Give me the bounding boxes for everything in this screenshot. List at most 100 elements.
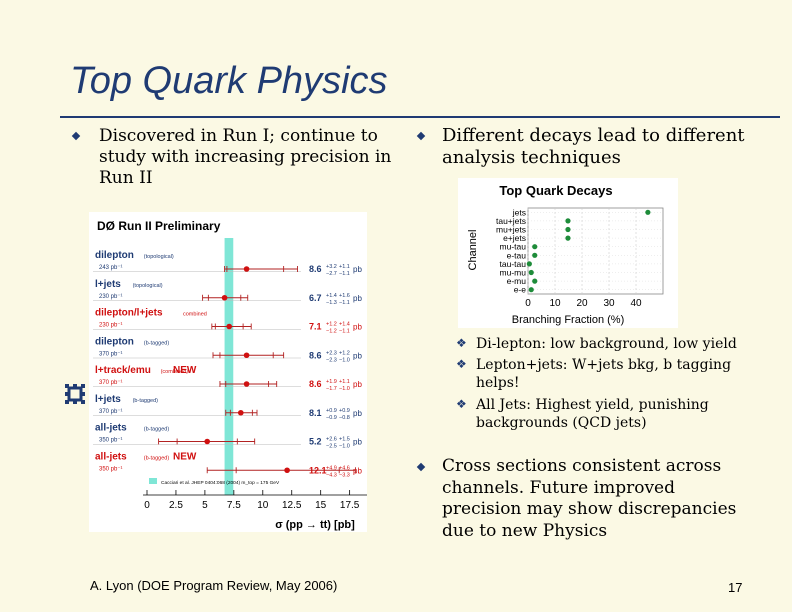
lumi-label: 230 pb⁻¹: [99, 323, 123, 329]
x-tick-label: 20: [576, 298, 588, 309]
unit-label: pb: [353, 265, 362, 274]
stat-error-label: −2.5: [326, 444, 337, 450]
syst-error-label: −3.3: [339, 472, 350, 478]
value-label: 5.2: [309, 437, 322, 447]
theory-band: [224, 238, 234, 495]
bullet-marker: [71, 131, 81, 141]
stat-error-label: +1.9: [326, 379, 337, 385]
chart-panel: [458, 178, 678, 328]
category-label: jets: [512, 207, 526, 217]
unit-label: pb: [353, 409, 362, 418]
stat-error-label: +1.2: [326, 322, 337, 328]
chart-title: Top Quark Decays: [499, 183, 612, 198]
category-label: mu-tau: [500, 242, 527, 252]
value-label: 8.6: [309, 350, 322, 360]
unit-label: pb: [353, 380, 362, 389]
category-label: e-e: [514, 285, 527, 295]
unit-label: pb: [353, 438, 362, 447]
syst-error-label: +1.1: [339, 379, 350, 385]
channel-label: all-jets: [95, 423, 127, 434]
text-line: analysis techniques: [442, 147, 621, 168]
left-bullet-text: Discovered in Run I; continue to study w…: [99, 126, 391, 189]
stat-error-label: +4.9: [326, 465, 337, 471]
plot-frame: [527, 207, 664, 295]
title-underline: [60, 116, 780, 118]
slide-title: Top Quark Physics: [70, 60, 388, 102]
chart-title: DØ Run II Preliminary: [97, 219, 221, 233]
channel-label: l+jets: [95, 394, 121, 405]
text-line: backgrounds (QCD jets): [476, 415, 647, 431]
data-point: [284, 467, 290, 474]
text-line: precision may show discrepancies: [442, 499, 737, 519]
syst-error-label: +1.6: [339, 293, 350, 299]
lumi-label: 370 pb⁻¹: [99, 409, 123, 415]
lumi-label: 370 pb⁻¹: [99, 351, 123, 357]
syst-error-label: +1.4: [339, 322, 350, 328]
lumi-label: 350 pb⁻¹: [99, 438, 123, 444]
x-axis-label: Branching Fraction (%): [512, 314, 625, 326]
data-point: [204, 438, 211, 445]
data-point: [645, 209, 651, 215]
x-axis-label: σ (pp → tt) [pb]: [275, 519, 355, 531]
unit-label: pb: [353, 466, 362, 475]
value-label: 6.7: [309, 293, 322, 303]
text-line: helps!: [476, 375, 520, 391]
text-line: All Jets: Highest yield, punishing: [476, 397, 709, 413]
bullet-marker: [416, 131, 426, 141]
method-label: (topological): [144, 254, 174, 260]
x-tick-label: 10: [257, 500, 269, 511]
syst-error-label: +1.5: [339, 437, 350, 443]
text-line: due to new Physics: [442, 520, 608, 541]
data-point: [565, 226, 571, 233]
stat-error-label: −4.3: [326, 472, 337, 478]
method-label: (b-tagged): [133, 398, 159, 404]
data-point: [226, 323, 233, 330]
cross-section-chart: DØ Run II Preliminary dilepton (topologic…: [89, 212, 367, 532]
sub-bullet-text: Lepton+jets: W+jets bkg, b tagging helps…: [476, 356, 731, 392]
stat-error-label: +2.6: [326, 437, 337, 443]
diamond-bullet-icon: ❖: [456, 336, 467, 350]
new-tag: NEW: [173, 365, 197, 376]
x-tick-label: 15: [315, 500, 327, 511]
channel-label: dilepton/l+jets: [95, 308, 163, 319]
x-tick-label: 0: [525, 298, 531, 309]
category-label: mu+jets: [496, 225, 526, 235]
value-label: 8.6: [309, 379, 322, 389]
syst-error-label: +1.2: [339, 350, 350, 356]
value-label: 8.6: [309, 264, 322, 274]
syst-error-label: +1.1: [339, 264, 350, 270]
sub-bullet-text: Di-lepton: low background, low yield: [476, 335, 737, 354]
text-line: channels. Future improved: [442, 477, 675, 498]
data-point: [243, 352, 250, 359]
x-tick-label: 12.5: [282, 500, 302, 511]
category-label: tau+jets: [496, 216, 526, 226]
bullet-marker: [416, 462, 426, 472]
footer-text: A. Lyon (DOE Program Review, May 2006): [90, 578, 338, 593]
data-point: [532, 278, 538, 284]
method-label: (b-tagged): [144, 455, 170, 461]
stat-error-label: −1.3: [326, 300, 337, 306]
syst-error-label: −1.1: [339, 329, 350, 335]
syst-error-label: −1.1: [339, 271, 350, 277]
right-bullet-text: Different decays lead to different analy…: [442, 125, 745, 169]
channel-label: l+jets: [95, 279, 121, 290]
syst-error-label: −0.8: [339, 415, 350, 421]
category-label: tau-tau: [500, 259, 527, 269]
stat-error-label: −1.7: [326, 386, 337, 392]
lumi-label: 350 pb⁻¹: [99, 466, 123, 472]
stat-error-label: −2.7: [326, 271, 337, 277]
unit-label: pb: [353, 323, 362, 332]
text-line: Di-lepton: low background, low yield: [476, 336, 737, 352]
stat-error-label: +3.2: [326, 264, 337, 270]
channel-label: dilepton: [95, 250, 134, 261]
channel-label: all-jets: [95, 451, 127, 462]
data-point: [528, 287, 534, 293]
syst-error-label: +4.6: [339, 465, 350, 471]
decays-chart: Top Quark Decays 0 10 20 30 40jetstau+jetsmu…: [458, 178, 678, 328]
text-line: Cross sections consistent across: [442, 456, 722, 476]
category-label: mu-mu: [500, 268, 527, 278]
value-label: 12.1: [309, 465, 327, 475]
x-tick-label: 0: [144, 500, 150, 511]
unit-label: pb: [353, 294, 362, 303]
lumi-label: 243 pb⁻¹: [99, 265, 123, 271]
